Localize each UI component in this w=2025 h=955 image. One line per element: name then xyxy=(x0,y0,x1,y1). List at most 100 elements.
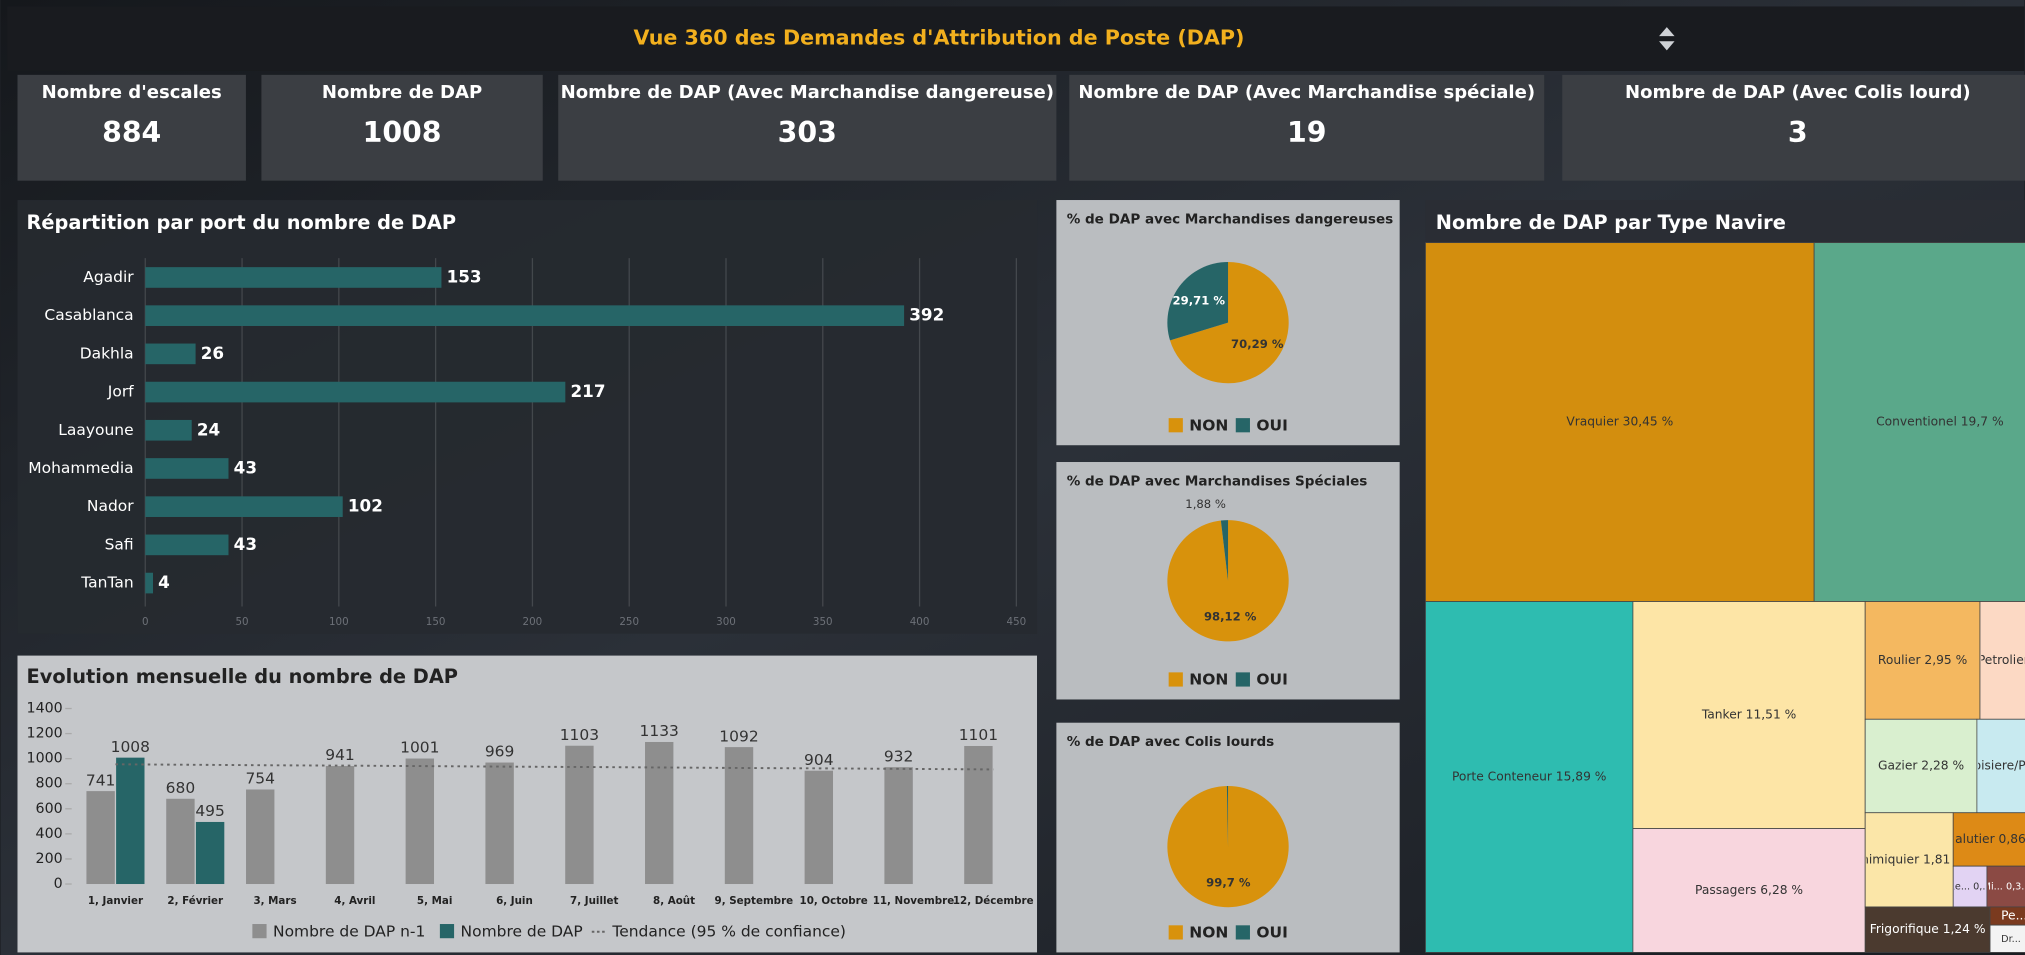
treemap-cell xyxy=(1632,828,1866,953)
bar xyxy=(145,419,192,441)
bar xyxy=(145,343,196,365)
treemap-label: Tanker 11,51 % xyxy=(1701,708,1796,722)
kpi-value: 19 xyxy=(1287,116,1327,149)
x-tick-label: 2, Février xyxy=(167,895,224,907)
data-label: 217 xyxy=(570,381,605,401)
bar xyxy=(145,572,153,594)
legend-swatch xyxy=(439,924,455,939)
data-label: 98,12 % xyxy=(1204,610,1257,624)
data-label: 1,88 % xyxy=(1185,497,1226,511)
kpi-card xyxy=(1069,74,1545,181)
data-label: 1133 xyxy=(640,722,679,740)
legend-label: Nombre de DAP n-1 xyxy=(273,922,425,940)
sort-icon[interactable] xyxy=(1659,27,1675,51)
bar xyxy=(804,770,834,885)
data-label: 1092 xyxy=(719,727,758,745)
bar xyxy=(145,534,229,556)
treemap-cell xyxy=(1952,865,1988,908)
treemap-label: Mi... 0,3... xyxy=(1983,882,2025,893)
chart-title: Répartition par port du nombre de DAP xyxy=(27,211,457,234)
x-tick-label: 450 xyxy=(1007,616,1027,628)
y-tick-label: Mohammedia xyxy=(28,459,133,477)
chart-title: Nombre de DAP par Type Navire xyxy=(1436,211,1786,234)
data-label: 4 xyxy=(158,572,170,592)
x-tick-label: 0 xyxy=(142,616,149,628)
pie-slice xyxy=(1167,520,1289,642)
data-label: 26 xyxy=(201,343,224,363)
kpi-label: Nombre de DAP (Avec Colis lourd) xyxy=(1625,82,1971,103)
y-tick-label: Safi xyxy=(105,535,134,553)
bar xyxy=(145,381,566,403)
legend-swatch xyxy=(1235,672,1250,687)
bar xyxy=(565,745,594,885)
bar xyxy=(145,458,229,479)
trend-line xyxy=(115,763,994,771)
bar xyxy=(195,821,225,885)
treemap-label: Gazier 2,28 % xyxy=(1878,759,1964,773)
legend-swatch xyxy=(1235,925,1250,940)
y-tick-label: Casablanca xyxy=(44,306,133,324)
x-tick-label: 50 xyxy=(235,616,248,628)
chart-title: % de DAP avec Colis lourds xyxy=(1067,734,1275,750)
treemap-label: Chalutier 0,86 % xyxy=(1939,832,2025,846)
treemap-cell xyxy=(1979,601,2025,720)
x-tick-label: 150 xyxy=(426,616,446,628)
bar xyxy=(246,789,275,885)
kpi-label: Nombre de DAP (Avec Marchandise dangereu… xyxy=(561,82,1054,103)
x-tick-label: 6, Juin xyxy=(496,895,533,907)
y-tick-label: Dakhla xyxy=(80,344,134,362)
data-label: 932 xyxy=(884,747,914,765)
data-label: 43 xyxy=(234,457,257,477)
legend-swatch xyxy=(1168,418,1183,433)
data-label: 680 xyxy=(166,779,196,797)
data-label: 153 xyxy=(447,266,482,286)
y-tick-label: TanTan xyxy=(80,574,133,592)
bar xyxy=(964,745,993,885)
y-tick-label: 200 xyxy=(36,851,63,867)
data-label: 941 xyxy=(325,746,355,764)
data-label: 99,7 % xyxy=(1206,875,1251,889)
legend-label: Nombre de DAP xyxy=(461,922,583,940)
treemap-label: Porte Conteneur 15,89 % xyxy=(1452,769,1606,783)
x-tick-label: 9, Septembre xyxy=(715,895,794,907)
y-tick-label: 1200 xyxy=(27,726,63,742)
treemap-label: Roulier 2,95 % xyxy=(1878,653,1967,667)
kpi-card xyxy=(17,74,246,181)
kpi-value: 884 xyxy=(102,116,161,149)
kpi-label: Nombre de DAP xyxy=(322,82,482,103)
data-label: 24 xyxy=(197,419,220,439)
legend-swatch xyxy=(1235,418,1250,433)
y-tick-label: 1400 xyxy=(27,701,63,717)
bar xyxy=(86,791,115,885)
legend-label: OUI xyxy=(1256,924,1287,942)
x-tick-label: 300 xyxy=(716,616,736,628)
legend-label: OUI xyxy=(1256,671,1287,689)
bar xyxy=(116,757,145,885)
chart-title: % de DAP avec Marchandises Spéciales xyxy=(1067,473,1368,489)
data-label: 1001 xyxy=(400,739,439,757)
legend-label: Tendance (95 % de confiance) xyxy=(611,922,846,940)
x-tick-label: 1, Janvier xyxy=(88,895,144,907)
y-tick-label: Agadir xyxy=(83,268,134,286)
x-tick-label: 12, Décembre xyxy=(953,895,1034,907)
pie-slice xyxy=(1167,261,1229,341)
data-label: 969 xyxy=(485,743,515,761)
bar xyxy=(485,762,514,885)
x-tick-label: 8, Août xyxy=(653,895,695,907)
bar xyxy=(145,496,343,517)
kpi-card xyxy=(1562,74,2025,181)
x-tick-label: 11, Novembre xyxy=(873,895,955,907)
x-tick-label: 100 xyxy=(329,616,349,628)
y-tick-label: 1000 xyxy=(27,751,63,767)
data-label: 392 xyxy=(909,305,944,325)
header-bar xyxy=(7,6,2025,71)
legend-label: NON xyxy=(1189,671,1228,689)
treemap-label: Frigorifique 1,24 % xyxy=(1870,922,1986,936)
treemap-label: Pe... 0,... xyxy=(2001,909,2025,923)
pie-slice xyxy=(1170,261,1289,384)
y-tick-label: 600 xyxy=(36,801,63,817)
x-tick-label: 3, Mars xyxy=(253,895,296,907)
treemap-label: Chimiquier 1,81 % xyxy=(1853,852,1966,866)
y-tick-label: Laayoune xyxy=(58,421,133,439)
